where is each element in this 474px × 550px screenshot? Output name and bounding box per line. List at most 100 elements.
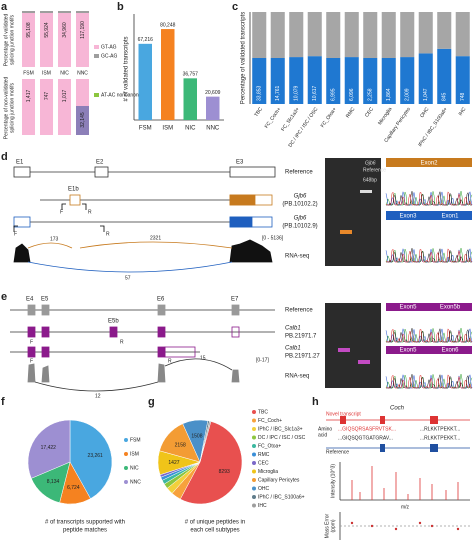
bar-label: 95,108	[26, 22, 32, 38]
y-label: Percentage of validated	[3, 14, 9, 67]
bar-nonvalidated	[22, 79, 35, 135]
bar-segment	[289, 57, 304, 104]
legend-swatch	[252, 469, 256, 474]
error-point	[456, 527, 460, 531]
legend-label: AT-AC noncanonical	[101, 92, 146, 98]
exon-label: E6	[157, 297, 165, 303]
legend-swatch	[252, 495, 256, 499]
legend-label: DC / IPC / ISC / OSC	[258, 435, 306, 441]
bar-cap	[76, 11, 89, 13]
sequence: ...GIQSQGTGATGRAV...	[338, 435, 393, 441]
isoform: (PB.10102.2)	[282, 202, 317, 208]
x-tick-label: Microglia	[377, 106, 394, 126]
legend-label: RMC	[258, 452, 270, 458]
bar-annotation: 1,047	[423, 88, 429, 101]
legend-label: IPhC / IBC_S100a6+	[258, 494, 305, 500]
gel-label: 648bp	[363, 177, 377, 183]
x-tick-label: FSM	[139, 126, 152, 132]
legend-swatch	[124, 466, 128, 470]
error-point	[394, 527, 398, 531]
x-tick-label: OHC	[419, 106, 431, 119]
seq-label: Exon3	[399, 214, 417, 220]
gel-label: Reference	[363, 167, 386, 173]
bar-nonvalidated	[58, 79, 71, 135]
x-tick-label: FC_Coch+	[264, 106, 283, 129]
pie-slice	[27, 419, 71, 479]
legend-label: GT-AG	[101, 44, 117, 50]
bar	[161, 29, 175, 120]
error-point	[370, 524, 374, 528]
chromatogram	[385, 191, 473, 206]
legend-label: GC-AG	[101, 53, 118, 59]
category: FSM	[23, 70, 34, 76]
gene: Gjb6	[294, 216, 307, 222]
bar-segment	[437, 12, 452, 49]
y-label: Percentage of validated transcripts	[241, 12, 247, 104]
y-label: splicing junction motifs	[9, 14, 15, 65]
primer: R	[106, 231, 110, 237]
bar-label: 55,924	[44, 22, 50, 38]
legend-label: Microglia	[258, 469, 278, 475]
exon-label: E7	[231, 297, 239, 303]
panel-e	[10, 303, 473, 392]
y-label: Intensity (10^3)	[330, 464, 336, 498]
junction: 173	[50, 236, 59, 242]
legend-swatch	[252, 486, 256, 491]
primer: R	[168, 358, 172, 364]
error-point	[350, 521, 354, 525]
exon-label: E1b	[68, 187, 79, 193]
panel-label: c	[232, 1, 238, 13]
bar-segment	[363, 58, 378, 104]
legend-label: FC_Coch+	[258, 418, 282, 424]
panel-d-text: E1 E2 E3 E1b Reference F R F R Gjb6 (PB.…	[14, 160, 459, 282]
bar	[206, 96, 220, 120]
x-tick-label: CEC	[364, 106, 375, 118]
value-label: 8293	[219, 469, 230, 475]
panel-h-text: Coch Novel transcript Reference Amino ac…	[318, 406, 460, 539]
bar-segment	[381, 58, 396, 104]
bar-segment	[400, 12, 415, 58]
bar-segment	[289, 12, 304, 58]
bar-segment	[418, 53, 433, 104]
exon-label: E5	[41, 297, 49, 303]
y-label: (ppm)	[330, 519, 336, 532]
bar-annotation: 1,864	[386, 88, 392, 101]
panel-a: Percentage of validated splicing junctio…	[3, 11, 146, 139]
legend-swatch	[124, 438, 128, 442]
panel-d	[13, 158, 473, 273]
gel-label: Gjb6	[365, 160, 376, 166]
bar-label: 1,017	[62, 90, 68, 103]
seq-label: Exon2	[420, 161, 438, 167]
x-tick-label: NNC	[206, 126, 220, 132]
isoform: (PB.10102.9)	[282, 224, 317, 230]
gene: Gjb6	[294, 194, 307, 200]
chromatogram	[385, 248, 473, 263]
category: NIC	[60, 70, 69, 76]
bar-segment	[455, 56, 470, 104]
bar-cap	[22, 11, 35, 13]
x-tick-label: FC_Otoa+	[320, 106, 338, 129]
value-label: 2158	[175, 442, 186, 448]
exon-label: E5b	[108, 319, 119, 325]
exon-label: E2	[96, 160, 104, 166]
category: NNC	[77, 70, 88, 76]
sequence: ...GIQSQRSASFRVTSK...	[338, 426, 396, 432]
bar-validated	[40, 11, 53, 67]
junction: 12	[95, 393, 101, 399]
bar-annotation: 748	[460, 92, 466, 101]
track-label: Reference	[285, 308, 313, 314]
y-label: splicing junction motifs	[9, 82, 15, 133]
pie-slice	[69, 419, 113, 499]
junction: 15	[200, 355, 206, 361]
range: [0-17]	[256, 357, 269, 363]
motif-bars: 95,108 FSM 1,417 55,924 ISM 747 34,960 NIC 1,017…	[22, 11, 89, 135]
bar-segment	[344, 12, 359, 58]
bar-label: 747	[44, 92, 50, 101]
bar-label: 32,145	[80, 112, 86, 128]
seq-label: Exon1	[441, 214, 459, 220]
value-label: 67,216	[138, 37, 154, 43]
legend-label: FSM	[130, 437, 141, 443]
track-label: RNA-seq	[285, 374, 309, 380]
primer: R	[88, 209, 92, 215]
